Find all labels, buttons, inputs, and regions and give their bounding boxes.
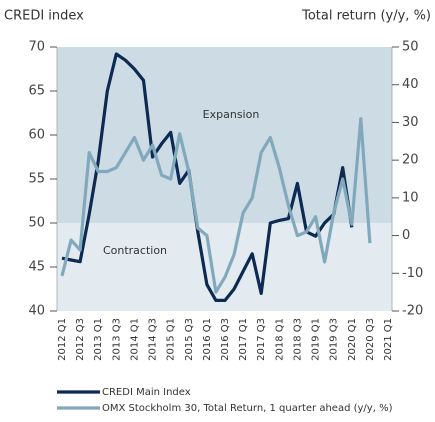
y-tick-label: 55 [28,172,45,187]
legend-label: OMX Stockholm 30, Total Return, 1 quarte… [102,403,393,414]
x-tick-label: 2019 Q1 [311,318,322,361]
y-tick-label: 50 [28,216,45,231]
x-tick-label: 2020 Q1 [347,318,358,361]
y2-tick-label: 10 [402,190,419,205]
x-tick-label: 2013 Q3 [111,318,122,361]
y2-tick-label: 20 [402,153,419,168]
x-tick-label: 2017 Q3 [256,318,267,361]
x-tick-label: 2012 Q1 [57,318,68,361]
y-axis-label: CREDI index [4,9,84,24]
y2-tick-label: 0 [402,228,410,243]
y-tick-label: 65 [28,84,45,99]
contraction-region [57,223,392,311]
x-tick-label: 2014 Q3 [148,318,159,361]
x-tick-label: 2012 Q3 [75,318,86,361]
x-tick-label: 2015 Q1 [166,318,177,361]
x-tick-label: 2016 Q1 [202,318,213,361]
series-line [61,52,354,302]
annotation: Expansion [203,108,260,121]
x-tick-label: 2017 Q1 [238,318,249,361]
y2-axis-label: Total return (y/y, %) [301,9,431,24]
y-tick-label: 60 [28,128,45,143]
x-tick-label: 2020 Q3 [365,318,376,361]
series-line [60,117,372,294]
x-tick-label: 2018 Q3 [292,318,303,361]
y2-tick-label: -20 [402,304,423,319]
y-tick-label: 70 [28,40,45,55]
x-tick-label: 2019 Q3 [329,318,340,361]
y-tick-label: 45 [28,260,45,275]
x-tick-label: 2018 Q1 [274,318,285,361]
x-tick-label: 2015 Q3 [184,318,195,361]
x-tick-label: 2021 Q1 [383,318,394,361]
y2-tick-label: -10 [402,266,423,281]
y2-tick-label: 40 [402,77,419,92]
y-tick-label: 40 [28,304,45,319]
legend-label: CREDI Main Index [102,387,191,398]
x-tick-label: 2013 Q1 [93,318,104,361]
y2-tick-label: 30 [402,115,419,130]
x-tick-label: 2014 Q1 [129,318,140,361]
annotation: Contraction [103,244,167,257]
y2-tick-label: 50 [402,40,419,55]
x-tick-label: 2016 Q3 [220,318,231,361]
expansion-region [57,47,392,223]
